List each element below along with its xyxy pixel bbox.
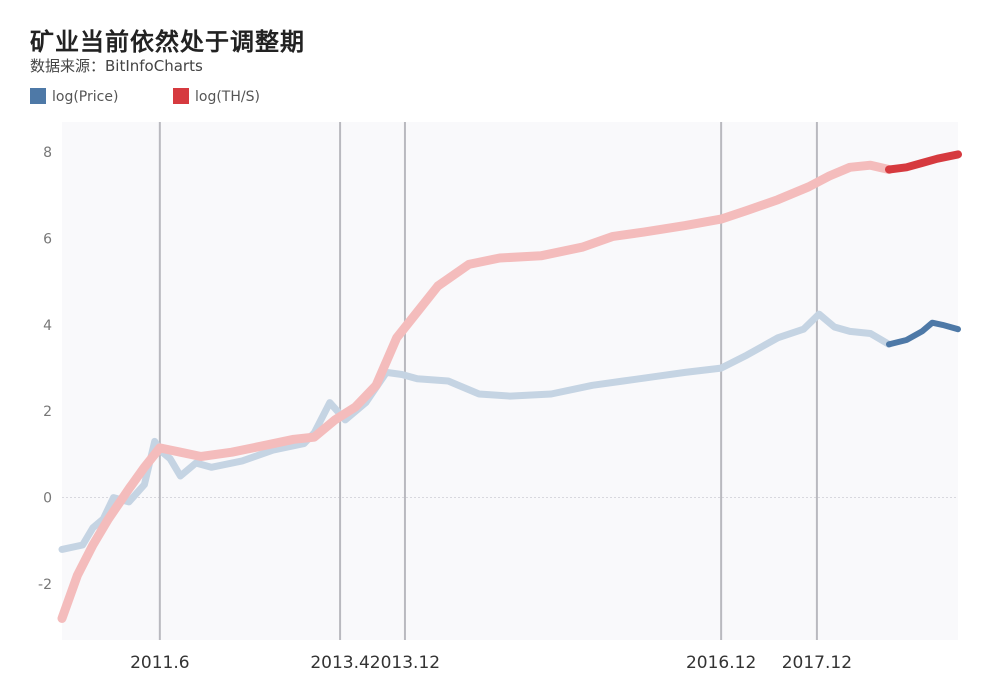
plot-background <box>62 122 958 640</box>
series-line-faded-hashrate <box>57 160 894 623</box>
x-tick-label: 2016.12 <box>686 653 756 673</box>
x-tick-label: 2017.12 <box>782 653 852 673</box>
legend-swatch-hashrate <box>173 88 189 104</box>
x-tick-label: 2013.12 <box>370 653 440 673</box>
y-tick-label: 8 <box>43 145 52 161</box>
series-line-recent-price <box>886 319 961 348</box>
chart-title: 矿业当前依然处于调整期 <box>30 28 305 56</box>
y-tick-label: 0 <box>43 491 52 507</box>
legend-item-price[interactable]: log(Price) <box>30 88 118 105</box>
x-tick-label: 2013.4 <box>310 653 369 673</box>
y-tick-label: 2 <box>43 404 52 420</box>
y-tick-label: -2 <box>38 577 52 593</box>
legend-label-price: log(Price) <box>52 89 119 105</box>
legend-swatch-price <box>30 88 46 104</box>
legend-label-hashrate: log(TH/S) <box>195 89 260 105</box>
x-tick-label: 2011.6 <box>130 653 189 673</box>
chart-subtitle: 数据来源：BitInfoCharts <box>30 57 203 75</box>
y-tick-label: 6 <box>43 232 52 248</box>
legend-item-hashrate[interactable]: log(TH/S) <box>173 88 260 105</box>
series-line-recent-hashrate <box>885 150 962 174</box>
y-tick-label: 4 <box>43 318 52 334</box>
